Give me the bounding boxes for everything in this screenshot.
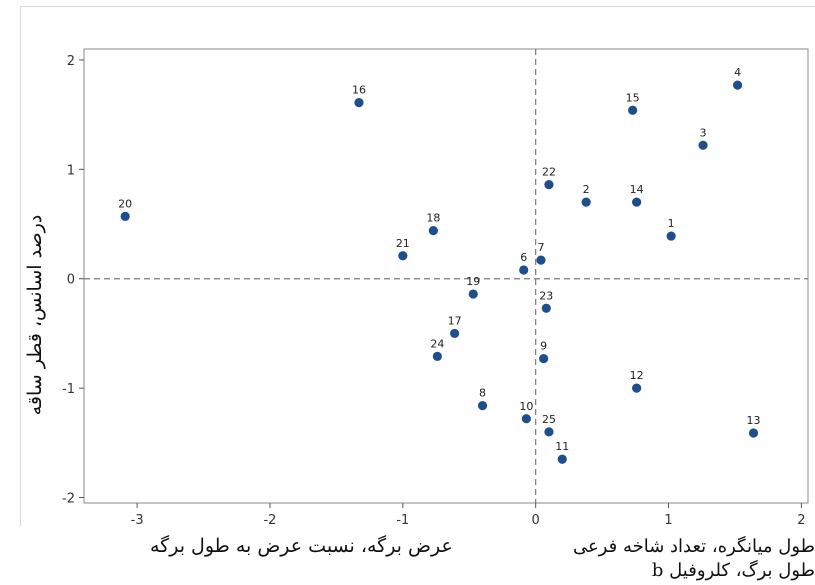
data-point-label: 4 [734,66,741,79]
plot-area [83,48,809,504]
data-point [428,226,438,236]
chart-frame [20,6,815,526]
data-point [628,105,638,115]
y-tick-label: 0 [67,273,75,288]
data-point-label: 7 [537,241,544,254]
data-point [536,255,546,265]
y-axis-label: درصد اسانس، قطر ساقه [24,214,46,416]
x-axis-label-right: طول میانگره، تعداد شاخه فرعی طول برگ، کل… [572,536,815,581]
data-point-label: 1 [668,217,675,230]
reference-lines [84,49,808,503]
y-tick-label: 1 [67,163,75,178]
data-point [477,401,488,411]
data-point [632,383,642,393]
data-point-label: 12 [630,369,644,382]
data-point [732,80,743,90]
data-point [557,454,567,464]
data-point [432,351,442,362]
data-point [748,428,759,438]
x-tick-label: -3 [131,513,144,528]
y-tick-label: 2 [67,54,75,69]
data-point [541,303,551,313]
x-tick-label: 0 [532,513,540,528]
data-point-label: 23 [539,289,553,302]
data-point [354,98,364,108]
data-point-label: 22 [542,166,556,179]
data-point [398,251,408,261]
data-point-label: 8 [479,387,486,400]
data-point [539,353,549,364]
data-point [581,197,591,207]
data-point-label: 13 [747,414,761,427]
y-tick-label: -1 [62,382,75,397]
data-point-label: 11 [555,440,569,453]
data-point-label: 15 [626,91,640,104]
x-tick-label: 2 [797,513,805,528]
data-point [544,427,554,437]
data-point-label: 2 [583,183,590,196]
data-point-label: 17 [448,314,462,327]
y-axis-label-wrap: درصد اسانس، قطر ساقه [22,120,62,520]
data-point [544,180,554,190]
data-point [632,197,642,207]
data-point [698,140,708,150]
data-point [450,328,460,339]
data-point [468,289,478,299]
x-tick-label: -2 [263,513,276,528]
data-point [521,414,531,424]
data-point [519,265,529,275]
data-point-label: 10 [519,400,533,413]
data-point-label: 25 [542,413,556,426]
data-point-label: 9 [540,340,547,353]
x-tick-label: -1 [396,513,409,528]
data-point [666,231,676,241]
data-point-label: 19 [466,275,480,288]
x-tick-label: 1 [664,513,672,528]
data-point-label: 14 [630,183,644,196]
data-point-label: 21 [396,237,410,250]
data-point-label: 6 [520,251,527,264]
data-point-label: 18 [426,212,440,225]
data-point [120,211,130,221]
data-point-label: 3 [700,126,707,139]
x-axis-label-left: عرض برگه، نسبت عرض به طول برگه [150,535,453,557]
data-point-label: 20 [118,197,132,210]
y-tick-label: -2 [62,492,75,507]
data-point-label: 24 [430,337,444,350]
data-point-label: 16 [352,84,366,97]
